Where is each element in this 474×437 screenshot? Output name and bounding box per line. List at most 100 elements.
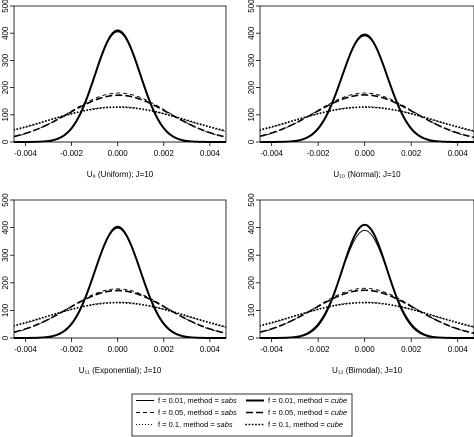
legend-label-prefix: f = 0.05, method = [158, 408, 221, 417]
y-tick-label: 0 [1, 335, 10, 340]
y-tick-label: 300 [247, 53, 256, 67]
legend-label-prefix: f = 0.01, method = [268, 396, 331, 405]
legend: f = 0.01, method = sabs f = 0.01, method … [131, 393, 353, 437]
density-curve-f0.05-cube [14, 289, 226, 334]
plot-frame [259, 199, 474, 339]
curves [260, 33, 474, 143]
x-axis-label: U₁₁ (Exponential); J=10 [79, 366, 162, 375]
y-tick-label: 500 [247, 0, 256, 13]
density-curve-f0.05-sabs [260, 92, 474, 138]
legend-label-prefix: f = 0.1, method = [268, 420, 327, 429]
legend-label-method: sabs [221, 396, 237, 405]
y-tick-label: 200 [1, 80, 10, 94]
plot-frame [13, 5, 227, 143]
y-tick-label: 500 [247, 193, 256, 207]
panel-2: 0 100 200 300 400 500 -0.004 -0.002 0.000 0.002 0.… [247, 0, 474, 179]
plot-frame [259, 5, 474, 143]
x-tick-label: 0.002 [401, 149, 422, 158]
density-curve-f0.01-sabs [260, 229, 474, 339]
x-axis-label: U₉ (Uniform); J=10 [87, 170, 154, 179]
density-curve-f0.01-cube [260, 33, 474, 143]
legend-label: f = 0.01, method = sabs [158, 396, 237, 405]
y-tick-label: 0 [247, 139, 256, 144]
x-tick-label: -0.002 [60, 149, 83, 158]
legend-label-method: cube [331, 408, 347, 417]
y-tick-label: 300 [1, 248, 10, 262]
density-curve-f0.1-cube [260, 106, 474, 132]
panel-1: 0 100 200 300 400 500 -0.004 -0.002 0.000 0.002 0.… [1, 0, 227, 179]
y-tick-label: 200 [247, 276, 256, 290]
curves [14, 225, 226, 339]
x-tick-label: -0.002 [60, 345, 83, 354]
plot-frame [13, 199, 227, 339]
legend-label-method: cube [327, 420, 343, 429]
y-tick-label: 500 [1, 193, 10, 207]
y-tick-label: 100 [1, 108, 10, 122]
x-tick-label: -0.004 [14, 345, 37, 354]
x-tick-label: 0.004 [448, 149, 469, 158]
legend-label-prefix: f = 0.01, method = [158, 396, 221, 405]
x-tick-label: -0.002 [307, 345, 330, 354]
density-curve-f0.1-cube [14, 106, 226, 132]
legend-label: f = 0.05, method = sabs [158, 408, 237, 417]
density-curve-f0.05-cube [260, 94, 474, 138]
y-tick-label: 100 [1, 303, 10, 317]
y-tick-label: 200 [1, 276, 10, 290]
density-curve-f0.1-sabs [14, 106, 226, 133]
density-curve-f0.05-cube [14, 94, 226, 138]
legend-label-method: sabs [217, 420, 233, 429]
x-tick-label: 0.000 [355, 149, 376, 158]
x-axis-label: U₁₂ (Bimodal); J=10 [332, 366, 403, 375]
x-tick-label: 0.000 [108, 149, 129, 158]
x-tick-label: 0.004 [200, 345, 221, 354]
x-tick-label: -0.004 [14, 149, 37, 158]
x-tick-label: -0.002 [307, 149, 330, 158]
y-tick-label: 300 [247, 248, 256, 262]
curves [260, 223, 474, 339]
legend-label-prefix: f = 0.05, method = [268, 408, 331, 417]
x-tick-label: 0.002 [154, 345, 175, 354]
x-tick-label: 0.000 [355, 345, 376, 354]
density-curve-f0.1-sabs [260, 301, 474, 328]
density-curve-f0.01-cube [14, 226, 226, 339]
legend-label: f = 0.05, method = cube [268, 408, 347, 417]
y-tick-label: 400 [247, 26, 256, 40]
density-curve-f0.1-sabs [14, 301, 226, 328]
legend-label-method: cube [331, 396, 347, 405]
x-tick-label: 0.002 [154, 149, 175, 158]
density-curve-f0.01-cube [260, 223, 474, 339]
density-curve-f0.05-sabs [14, 92, 226, 138]
density-curve-f0.05-sabs [14, 288, 226, 334]
x-tick-label: 0.004 [448, 345, 469, 354]
density-curve-f0.1-cube [260, 301, 474, 328]
legend-label-prefix: f = 0.1, method = [158, 420, 217, 429]
panels: 0 100 200 300 400 500 -0.004 -0.002 0.000 0.002 0.… [1, 0, 474, 375]
x-tick-label: 0.000 [108, 345, 129, 354]
legend-label: f = 0.01, method = cube [268, 396, 347, 405]
y-tick-label: 0 [247, 335, 256, 340]
panel-3: 0 100 200 300 400 500 -0.004 -0.002 0.000 0.002 0.… [1, 193, 227, 375]
y-tick-label: 500 [1, 0, 10, 13]
y-tick-label: 100 [247, 108, 256, 122]
y-tick-label: 0 [1, 139, 10, 144]
y-tick-label: 400 [1, 220, 10, 234]
x-axis-label: U₁₀ (Normal); J=10 [333, 170, 401, 179]
x-tick-label: 0.004 [200, 149, 221, 158]
density-curve-f0.1-cube [14, 301, 226, 328]
density-curve-f0.05-sabs [260, 287, 474, 334]
panel-4: 0 100 200 300 400 500 -0.004 -0.002 0.000 0.002 0.… [247, 193, 474, 375]
density-curve-f0.1-sabs [260, 106, 474, 133]
legend-box [131, 393, 353, 437]
x-tick-label: 0.002 [401, 345, 422, 354]
density-curve-f0.01-cube [14, 29, 226, 143]
y-tick-label: 200 [247, 80, 256, 94]
density-curve-f0.01-sabs [260, 35, 474, 143]
legend-label-method: sabs [221, 408, 237, 417]
density-curve-f0.05-cube [260, 289, 474, 334]
curves [14, 29, 226, 143]
y-tick-label: 400 [1, 26, 10, 40]
legend-label: f = 0.1, method = cube [268, 420, 343, 429]
y-tick-label: 300 [1, 53, 10, 67]
x-tick-label: -0.004 [260, 345, 283, 354]
